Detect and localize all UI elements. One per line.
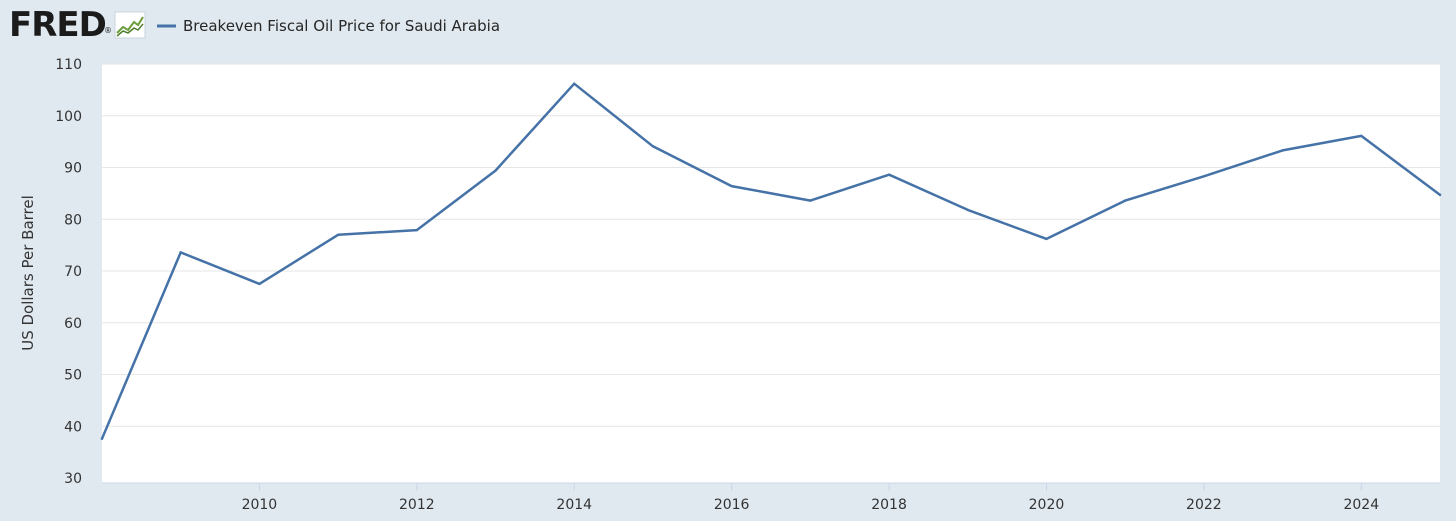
y-tick-label: 40 (64, 419, 82, 435)
data-point[interactable] (730, 184, 733, 188)
x-tick-label: 2014 (556, 497, 592, 513)
data-point[interactable] (1281, 149, 1284, 152)
data-point[interactable] (100, 437, 104, 440)
y-tick-label: 110 (55, 57, 82, 73)
x-tick-label: 2020 (1029, 497, 1065, 513)
y-axis-label: US Dollars Per Barrel (19, 195, 37, 351)
legend-label: Breakeven Fiscal Oil Price for Saudi Ara… (183, 17, 500, 35)
data-point[interactable] (1202, 175, 1206, 178)
y-tick-label: 30 (64, 471, 82, 487)
registered-mark: ® (104, 26, 112, 35)
data-point[interactable] (415, 228, 419, 232)
y-tick-label: 100 (55, 109, 82, 125)
x-tick-label: 2018 (871, 497, 907, 513)
data-point[interactable] (494, 169, 497, 172)
y-axis-ticks: 30 40 50 60 70 80 90 100 110 (55, 57, 82, 487)
y-tick-label: 70 (64, 264, 82, 280)
data-point[interactable] (1438, 193, 1442, 197)
fred-logo[interactable]: FRED ® (9, 5, 146, 45)
data-point[interactable] (258, 282, 261, 286)
data-point[interactable] (651, 145, 655, 148)
x-axis-ticks: 2010 2012 2014 2016 2018 2020 2022 2024 (102, 482, 1440, 513)
logo-text: FRED (9, 5, 106, 45)
data-point[interactable] (573, 82, 576, 85)
x-tick-label: 2024 (1343, 497, 1379, 513)
x-tick-label: 2016 (714, 497, 750, 513)
x-tick-label: 2022 (1186, 497, 1222, 513)
y-tick-label: 50 (64, 368, 82, 384)
data-point[interactable] (336, 233, 340, 236)
plot-area (102, 64, 1440, 483)
legend: Breakeven Fiscal Oil Price for Saudi Ara… (157, 17, 500, 35)
fred-sparkline-icon (114, 11, 146, 39)
data-point[interactable] (966, 208, 969, 212)
series-line[interactable] (100, 82, 1442, 440)
y-tick-label: 90 (64, 161, 82, 177)
data-point[interactable] (809, 199, 812, 202)
gridlines (102, 63, 1440, 427)
series-layer (100, 82, 1442, 440)
data-point[interactable] (1360, 134, 1363, 138)
x-tick-label: 2010 (242, 497, 278, 513)
y-tick-label: 60 (64, 316, 82, 332)
x-tick-label: 2012 (399, 497, 435, 513)
data-point[interactable] (1123, 199, 1127, 202)
data-point[interactable] (1045, 237, 1048, 241)
data-point[interactable] (887, 173, 891, 176)
data-point[interactable] (179, 251, 182, 254)
y-tick-label: 80 (64, 212, 82, 228)
